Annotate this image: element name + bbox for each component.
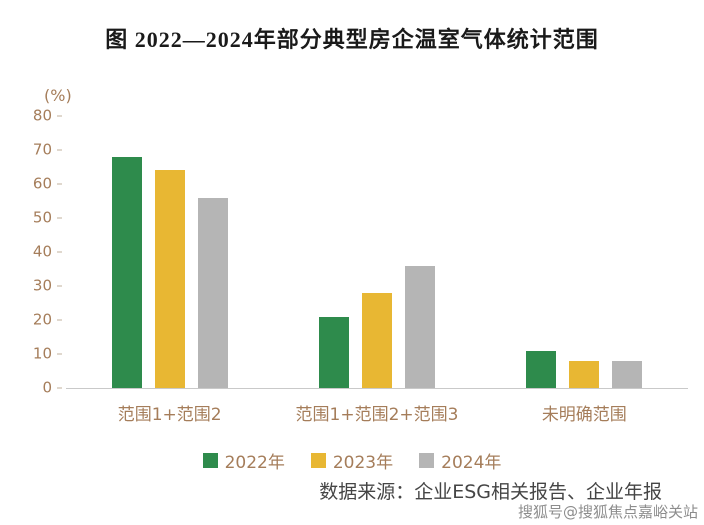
x-axis-category-label: 范围1+范围2: [117, 405, 222, 425]
y-axis-tick-mark: [57, 149, 62, 151]
y-axis-tick-label: 80: [32, 106, 52, 125]
y-axis-tick-mark: [57, 217, 62, 219]
bar-2022年-范围1+范围2+范围3: [318, 316, 349, 388]
bar-group: 未明确范围: [526, 350, 643, 425]
y-axis-unit-label: (%): [44, 86, 72, 105]
source-note: 数据来源：企业ESG相关报告、企业年报: [319, 481, 662, 503]
bar-group: 范围1+范围2: [111, 156, 228, 425]
y-axis-tick-label: 60: [32, 174, 52, 193]
watermark: 搜狐号@搜狐焦点嘉峪关站: [517, 503, 698, 521]
y-axis-tick-mark: [57, 183, 62, 185]
y-axis-tick-label: 40: [32, 242, 52, 261]
bar-2022年-范围1+范围2: [111, 156, 142, 388]
legend-label: 2024年: [441, 453, 502, 473]
y-axis-tick-label: 10: [32, 344, 52, 363]
bar-2024年-范围1+范围2: [197, 197, 228, 388]
legend-swatch: [310, 453, 326, 468]
legend-label: 2023年: [332, 453, 394, 473]
y-axis-tick-mark: [57, 251, 62, 253]
y-axis-tick-mark: [57, 319, 62, 321]
chart-title: 图 2022—2024年部分典型房企温室气体统计范围: [105, 27, 599, 52]
legend-item-2022年: 2022年: [202, 448, 285, 473]
legend-swatch: [419, 453, 435, 468]
bar-2024年-范围1+范围2+范围3: [404, 265, 435, 388]
y-axis-tick-mark: [57, 285, 62, 287]
bar-2023年-范围1+范围2+范围3: [361, 292, 392, 388]
x-axis-category-label: 未明确范围: [541, 405, 627, 425]
legend-item-2023年: 2023年: [310, 448, 394, 473]
legend-label: 2022年: [224, 453, 285, 473]
legend-swatch: [202, 453, 218, 468]
y-axis: 0 10 20 30 40 50 60 70 80: [0, 108, 62, 395]
plot-area: 范围1+范围2 范围1+范围2+范围3 未明确范围: [66, 116, 688, 425]
bar-group: 范围1+范围2+范围3: [296, 265, 458, 425]
x-axis-category-label: 范围1+范围2+范围3: [295, 405, 459, 425]
y-axis-tick-label: 20: [32, 310, 52, 329]
bar-2022年-未明确范围: [526, 350, 557, 388]
legend: 2022年 2023年 2024年: [0, 448, 704, 473]
bar-2024年-未明确范围: [612, 360, 643, 388]
bar-2023年-范围1+范围2: [154, 170, 185, 388]
y-axis-tick-mark: [57, 387, 62, 389]
bar-2023年-未明确范围: [569, 360, 600, 388]
legend-item-2024年: 2024年: [419, 448, 501, 473]
y-axis-tick-label: 0: [42, 378, 52, 397]
y-axis-tick-label: 30: [32, 276, 52, 295]
y-axis-tick-mark: [57, 353, 62, 355]
y-axis-tick-mark: [57, 115, 62, 117]
y-axis-tick-label: 70: [32, 140, 52, 159]
y-axis-tick-label: 50: [32, 208, 52, 227]
